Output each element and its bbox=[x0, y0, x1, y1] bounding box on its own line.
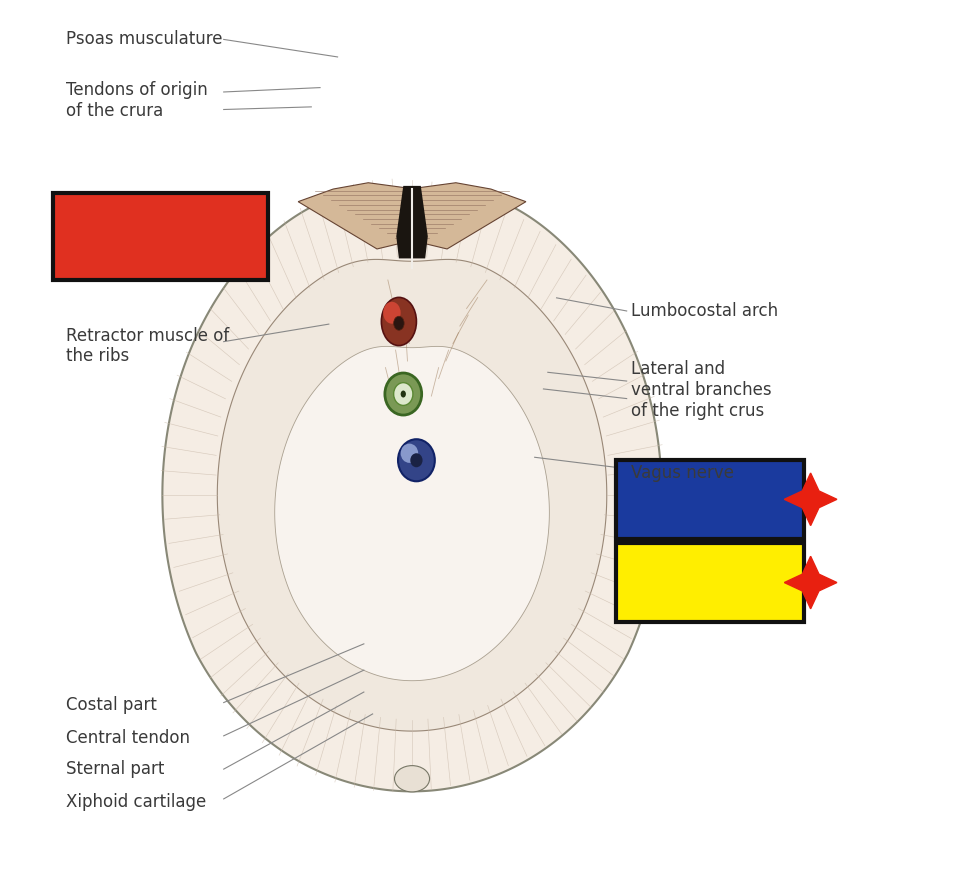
Polygon shape bbox=[217, 259, 607, 731]
Text: Sternal part: Sternal part bbox=[66, 760, 164, 778]
Ellipse shape bbox=[383, 301, 401, 324]
Ellipse shape bbox=[394, 316, 404, 330]
Polygon shape bbox=[162, 193, 662, 791]
Text: Lumbocostal arch: Lumbocostal arch bbox=[631, 302, 778, 320]
Text: Xiphoid cartilage: Xiphoid cartilage bbox=[66, 793, 206, 810]
Ellipse shape bbox=[411, 453, 422, 467]
Ellipse shape bbox=[381, 297, 416, 346]
Ellipse shape bbox=[394, 383, 413, 406]
Ellipse shape bbox=[394, 766, 429, 792]
Polygon shape bbox=[784, 556, 837, 609]
Text: Vagus nerve: Vagus nerve bbox=[631, 464, 734, 482]
Polygon shape bbox=[298, 183, 420, 249]
Text: Central tendon: Central tendon bbox=[66, 729, 190, 746]
Text: Retractor muscle of
the ribs: Retractor muscle of the ribs bbox=[66, 327, 230, 365]
Ellipse shape bbox=[398, 439, 435, 481]
Text: Psoas musculature: Psoas musculature bbox=[66, 31, 223, 48]
Text: Tendons of origin
of the crura: Tendons of origin of the crura bbox=[66, 81, 208, 120]
Ellipse shape bbox=[385, 373, 421, 415]
Text: Lateral and
ventral branches
of the right crus: Lateral and ventral branches of the righ… bbox=[631, 360, 772, 420]
Polygon shape bbox=[274, 346, 550, 681]
Bar bbox=[616, 543, 805, 622]
Polygon shape bbox=[784, 473, 837, 526]
Polygon shape bbox=[403, 183, 526, 249]
Bar bbox=[616, 460, 805, 539]
Bar bbox=[53, 193, 268, 280]
Ellipse shape bbox=[401, 443, 418, 463]
Polygon shape bbox=[396, 186, 428, 258]
Ellipse shape bbox=[401, 391, 406, 398]
Text: Costal part: Costal part bbox=[66, 696, 157, 714]
